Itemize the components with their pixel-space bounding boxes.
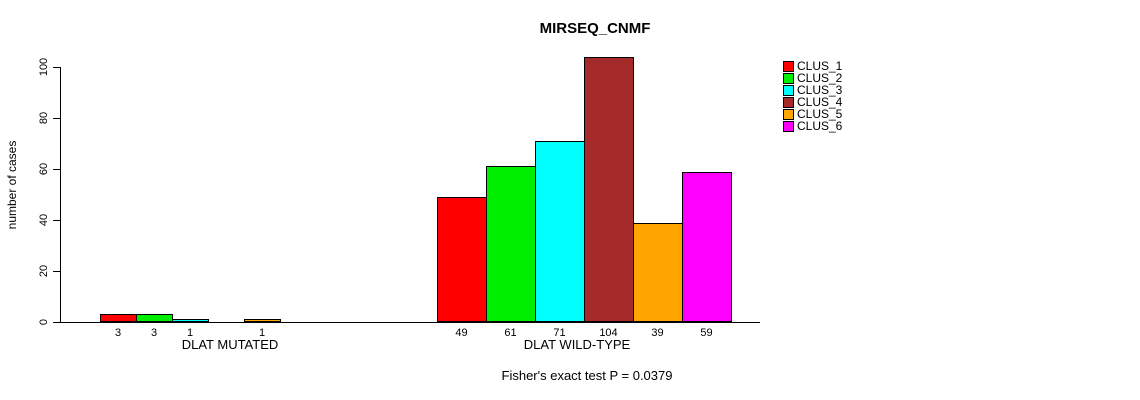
bar-value-label: 39 xyxy=(651,327,664,339)
bar-clus_1-mutated xyxy=(100,314,137,322)
y-axis-tick-label: 60 xyxy=(38,162,50,176)
legend-label: CLUS_2 xyxy=(797,71,843,85)
y-axis-tick xyxy=(53,118,60,119)
legend-label: CLUS_5 xyxy=(797,107,843,121)
y-axis-tick-label: 80 xyxy=(38,111,50,125)
bar-value-label: 71 xyxy=(553,327,566,339)
bar-clus_5-mutated xyxy=(244,319,281,322)
bar-value-label: 1 xyxy=(258,327,266,339)
bar-value-label: 1 xyxy=(186,327,194,339)
bar-value-label: 61 xyxy=(504,327,517,339)
bar-clus_6-wildtype xyxy=(682,172,732,322)
bar-clus_4-wildtype xyxy=(584,57,634,322)
y-axis-tick xyxy=(53,271,60,272)
group-label-wildtype: DLAT WILD-TYPE xyxy=(523,337,631,352)
legend: CLUS_1 CLUS_2 CLUS_3 CLUS_4 CLUS_5 CLUS_6 xyxy=(783,60,842,132)
bar-value-label: 3 xyxy=(150,327,158,339)
legend-label: CLUS_4 xyxy=(797,95,843,109)
y-axis-label: number of cases xyxy=(5,140,19,230)
legend-item-clus_1: CLUS_1 xyxy=(783,60,842,72)
y-axis-tick xyxy=(53,322,60,323)
legend-swatch xyxy=(783,120,794,132)
legend-label: CLUS_6 xyxy=(797,119,843,133)
legend-swatch xyxy=(783,96,794,108)
chart-title: MIRSEQ_CNMF xyxy=(539,20,651,37)
bar-clus_3-wildtype xyxy=(535,141,585,322)
group-label-mutated: DLAT MUTATED xyxy=(181,337,279,352)
y-axis-line xyxy=(60,67,61,323)
legend-swatch xyxy=(783,60,794,72)
legend-item-clus_3: CLUS_3 xyxy=(783,84,842,96)
y-axis-tick xyxy=(53,220,60,221)
x-axis-baseline xyxy=(60,322,760,323)
bar-clus_1-wildtype xyxy=(437,197,487,322)
y-axis-tick xyxy=(53,169,60,170)
legend-item-clus_6: CLUS_6 xyxy=(783,120,842,132)
y-axis-tick-label: 0 xyxy=(38,318,50,326)
legend-label: CLUS_3 xyxy=(797,83,843,97)
legend-item-clus_5: CLUS_5 xyxy=(783,108,842,120)
legend-swatch xyxy=(783,72,794,84)
bar-value-label: 3 xyxy=(114,327,122,339)
bar-value-label: 104 xyxy=(599,327,618,339)
legend-label: CLUS_1 xyxy=(797,59,843,73)
legend-item-clus_4: CLUS_4 xyxy=(783,96,842,108)
bar-clus_2-wildtype xyxy=(486,166,536,322)
legend-swatch xyxy=(783,84,794,96)
bar-clus_5-wildtype xyxy=(633,223,683,322)
bar-value-label: 59 xyxy=(700,327,713,339)
legend-item-clus_2: CLUS_2 xyxy=(783,72,842,84)
bar-value-label: 49 xyxy=(455,327,468,339)
y-axis-tick-label: 40 xyxy=(38,213,50,227)
bar-clus_2-mutated xyxy=(136,314,173,322)
bar-clus_3-mutated xyxy=(172,319,209,322)
y-axis-tick-label: 100 xyxy=(38,57,50,77)
legend-swatch xyxy=(783,108,794,120)
y-axis-tick-label: 20 xyxy=(38,264,50,278)
y-axis-tick xyxy=(53,67,60,68)
fisher-test-annotation: Fisher's exact test P = 0.0379 xyxy=(501,368,673,383)
